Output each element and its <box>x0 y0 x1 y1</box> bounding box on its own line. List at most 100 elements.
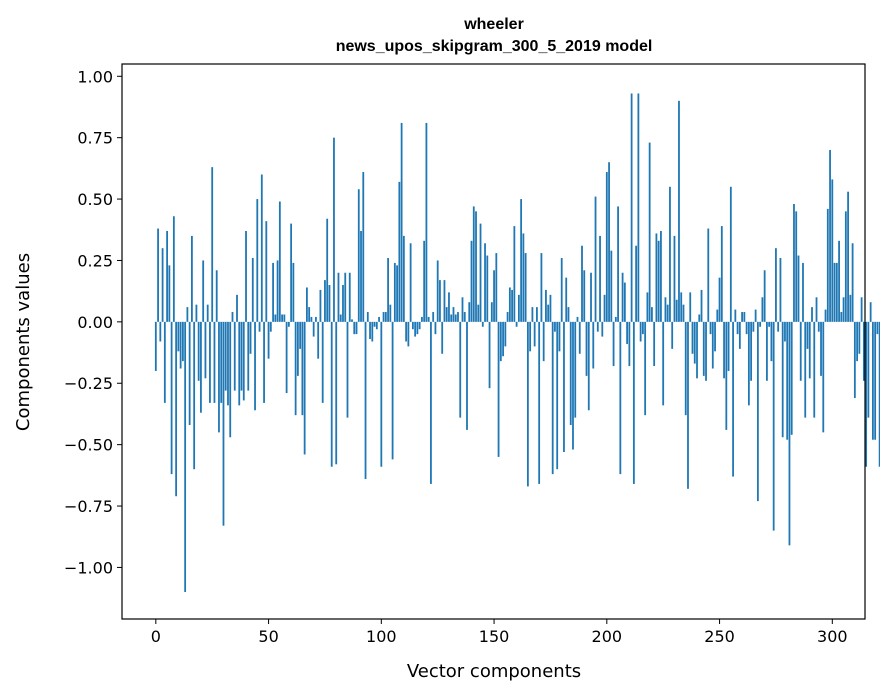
bar <box>687 321 689 489</box>
bar <box>759 321 762 327</box>
bar <box>459 321 462 418</box>
bar <box>612 321 615 367</box>
bar <box>375 321 378 330</box>
bar <box>181 321 184 362</box>
bar <box>448 292 450 322</box>
bar <box>718 277 721 322</box>
bar <box>488 321 491 389</box>
bar <box>310 316 313 322</box>
bar <box>865 321 868 467</box>
bar <box>200 321 202 413</box>
bar <box>664 297 667 322</box>
bar <box>330 321 333 467</box>
bar <box>874 321 877 440</box>
bar <box>621 272 624 322</box>
bar <box>384 312 387 322</box>
bar <box>660 230 662 322</box>
bar <box>540 253 543 322</box>
bar <box>662 321 665 406</box>
y-tick-label: −0.50 <box>64 436 113 455</box>
bar <box>842 297 845 322</box>
bar <box>328 285 331 322</box>
bar <box>389 304 392 322</box>
bar <box>587 321 590 411</box>
bar <box>871 321 874 440</box>
x-tick-label: 50 <box>258 627 278 646</box>
bar <box>813 321 816 418</box>
bar <box>617 206 619 322</box>
bar <box>565 277 568 322</box>
bar <box>811 307 813 322</box>
bar <box>725 321 728 430</box>
bar <box>400 122 403 322</box>
bar <box>542 321 545 362</box>
bar <box>495 253 498 322</box>
y-tick-label: 0.75 <box>77 129 113 148</box>
bar <box>592 321 595 369</box>
bar <box>240 321 243 391</box>
bar <box>838 240 840 322</box>
bar <box>590 272 592 322</box>
bar <box>430 321 432 484</box>
bar <box>793 203 795 322</box>
bar <box>768 321 771 327</box>
bar <box>790 321 793 435</box>
bar <box>486 255 489 322</box>
bar <box>508 287 511 322</box>
bar <box>599 235 601 322</box>
bar <box>373 321 376 327</box>
bar <box>714 321 716 352</box>
bar <box>734 309 737 322</box>
bar <box>170 321 173 475</box>
bar <box>382 312 385 322</box>
bar <box>639 321 642 342</box>
bar <box>504 321 507 347</box>
bar <box>630 93 633 322</box>
bar <box>321 321 324 403</box>
bar <box>858 321 861 354</box>
bar <box>754 309 757 322</box>
bar <box>738 321 741 349</box>
bar <box>804 321 807 418</box>
x-tick-label: 200 <box>592 627 623 646</box>
bar <box>711 321 714 369</box>
bar <box>781 321 784 438</box>
bar <box>700 289 703 322</box>
bar <box>558 321 561 352</box>
bar <box>578 321 581 354</box>
bar <box>157 228 159 322</box>
bar <box>418 321 421 330</box>
bar <box>276 260 279 322</box>
bar <box>876 321 879 335</box>
bar <box>756 321 759 502</box>
bar <box>472 206 475 322</box>
bar <box>752 321 755 332</box>
bar <box>693 321 696 364</box>
bar <box>434 321 437 335</box>
bar <box>344 272 347 322</box>
bar <box>409 243 412 322</box>
bar <box>563 321 565 452</box>
bar <box>770 321 773 362</box>
bar <box>849 294 852 322</box>
bar <box>727 321 730 371</box>
bar <box>493 270 495 322</box>
bar <box>490 302 493 322</box>
bar <box>835 262 838 322</box>
bar <box>175 321 178 497</box>
bar <box>337 272 340 322</box>
bar <box>193 321 196 470</box>
bar <box>477 304 480 322</box>
bar <box>646 292 649 322</box>
bar <box>653 321 656 367</box>
bar <box>619 321 622 475</box>
bar <box>515 321 518 327</box>
bar <box>856 321 859 362</box>
bar <box>772 321 775 531</box>
bar <box>826 208 829 322</box>
bar <box>860 297 863 322</box>
bar <box>461 297 464 322</box>
bar <box>393 262 396 322</box>
bar <box>425 122 428 322</box>
bar <box>696 321 698 379</box>
